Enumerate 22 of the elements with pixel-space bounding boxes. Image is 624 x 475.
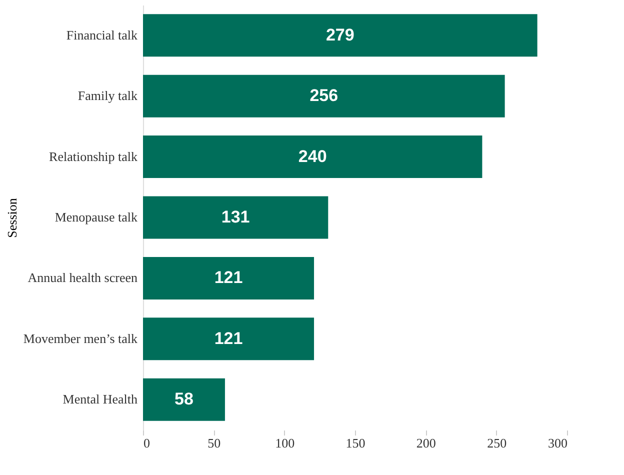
y-tick-label: Financial talk [66, 27, 138, 42]
x-tick-label: 150 [346, 436, 366, 450]
x-tick-label: 250 [487, 436, 507, 450]
y-axis-title: Session [4, 198, 20, 238]
data-label: 279 [326, 25, 354, 44]
data-label: 121 [214, 328, 243, 348]
x-tick-label: 200 [416, 436, 436, 450]
y-tick-label: Menopause talk [54, 210, 138, 224]
y-tick-label: Mental Health [62, 392, 138, 407]
x-tick-label: 100 [275, 436, 295, 450]
data-label: 121 [214, 268, 243, 288]
y-tick-label: Annual health screen [28, 270, 138, 286]
x-tick-label: 300 [548, 436, 568, 450]
x-tick-label: 50 [208, 436, 221, 450]
x-tick-label: 0 [144, 436, 150, 450]
data-label: 58 [174, 390, 194, 409]
y-tick-label: Relationship talk [49, 148, 138, 164]
data-label: 240 [298, 146, 327, 166]
y-tick-label: Family talk [78, 88, 138, 104]
data-label: 131 [221, 208, 250, 226]
data-label: 256 [310, 86, 338, 106]
y-tick-label: Movember men’s talk [23, 330, 138, 346]
